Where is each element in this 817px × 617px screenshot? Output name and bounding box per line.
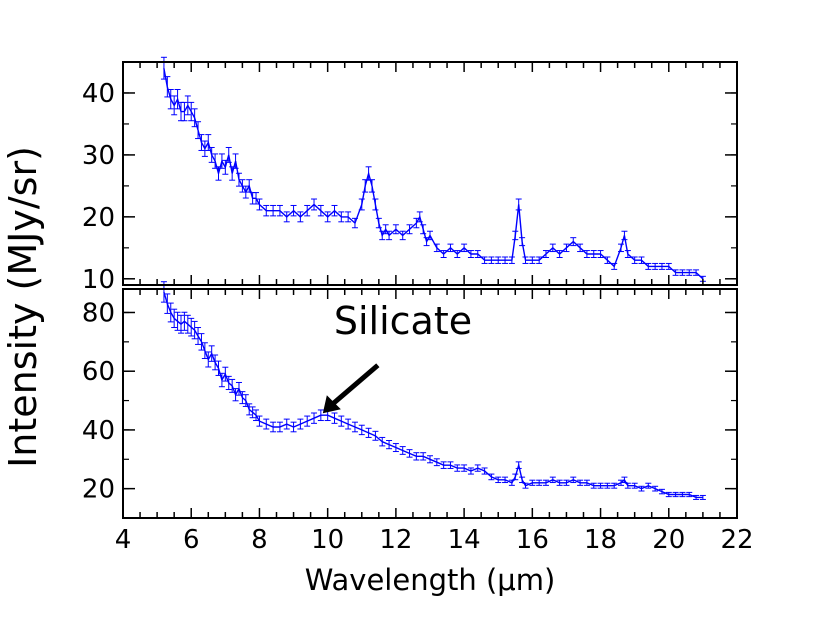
x-tick-label: 18	[584, 525, 617, 555]
panel-bottom-y-tick-label: 40	[82, 416, 115, 446]
panel-top-frame	[122, 61, 738, 286]
labels-layer: Wavelength (μm) Intensity (MJy/sr) Silic…	[1, 146, 555, 597]
series-layer	[160, 56, 706, 500]
x-axis-title: Wavelength (μm)	[305, 563, 556, 597]
panel-bottom-y-tick-label: 20	[82, 475, 115, 505]
x-tick-label: 20	[652, 525, 685, 555]
panel-bottom-y-tick-label: 80	[82, 298, 115, 328]
axes-layer: 10 20 30 40 20 40 60 80 4 6 8 10 12 14 16 18 20 22	[82, 61, 754, 555]
annotation-arrow-head	[322, 395, 341, 414]
x-tick-label: 12	[379, 525, 412, 555]
x-tick-label: 4	[115, 525, 132, 555]
x-tick-label: 10	[311, 525, 344, 555]
x-tick-label: 22	[720, 525, 753, 555]
panel-top-series-line	[163, 68, 704, 280]
x-tick-label: 6	[183, 525, 200, 555]
y-axis-title: Intensity (MJy/sr)	[1, 146, 45, 468]
panel-top-y-tick-label: 30	[82, 141, 115, 171]
x-tick-label: 16	[516, 525, 549, 555]
annotation-arrow-shaft	[327, 363, 380, 410]
panel-top-y-tick-label: 40	[82, 79, 115, 109]
annotation-silicate-label: Silicate	[334, 299, 472, 343]
panel-bottom-y-tick-label: 60	[82, 357, 115, 387]
panel-top-y-tick-label: 20	[82, 203, 115, 233]
x-tick-label: 8	[251, 525, 268, 555]
x-tick-label: 14	[448, 525, 481, 555]
panel-top-y-tick-label: 10	[82, 265, 115, 295]
